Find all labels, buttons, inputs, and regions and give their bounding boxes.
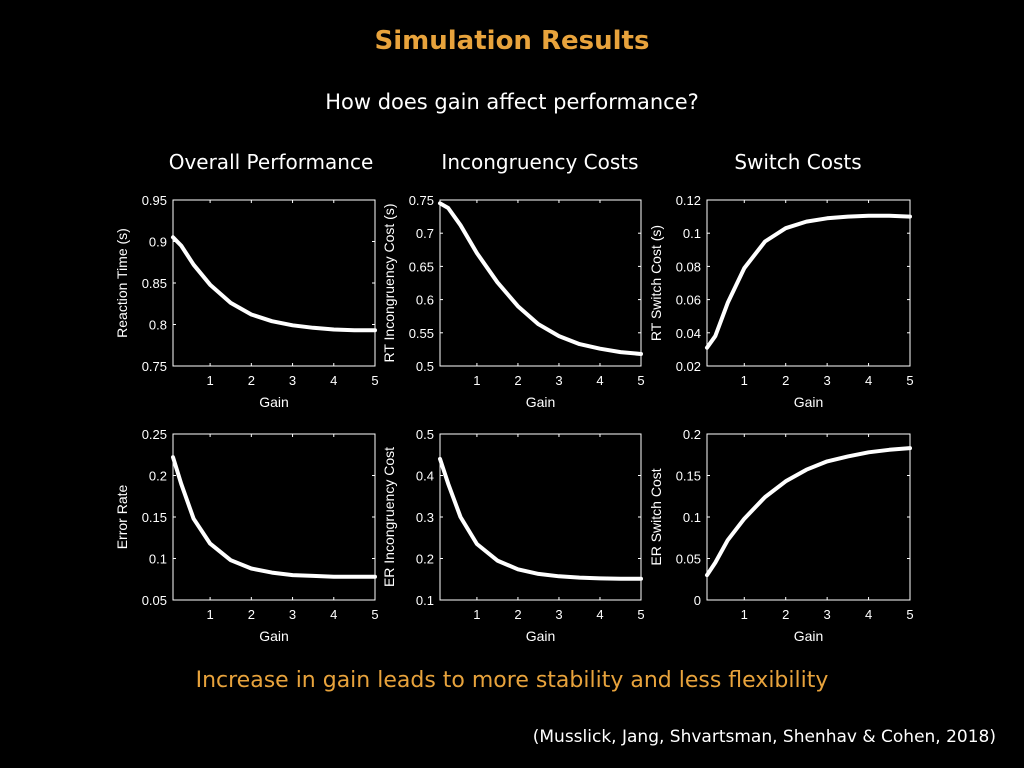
x-tick-label: 3 xyxy=(824,373,831,388)
x-tick-label: 3 xyxy=(555,607,562,622)
series-line xyxy=(705,446,912,578)
x-tick-label: 5 xyxy=(906,607,913,622)
series-line xyxy=(171,455,377,579)
y-tick-label: 0.1 xyxy=(149,552,167,567)
plot-frame xyxy=(706,199,911,367)
series-line xyxy=(705,213,912,350)
y-tick-label: 0.4 xyxy=(416,469,434,484)
chart-1: 1 2 3 4 5 0.75 0.8 0.85 0.9 0.95 Gain Reaction Time… xyxy=(114,193,379,410)
slide-title: Simulation Results xyxy=(374,26,650,56)
x-tick-label: 2 xyxy=(248,373,255,388)
x-axis-label: Gain xyxy=(794,628,824,644)
citation-text: (Musslick, Jang, Shvartsman, Shenhav & C… xyxy=(532,727,996,747)
y-tick-label: 0.08 xyxy=(676,259,701,274)
chart-4: 1 2 3 4 5 0.05 0.1 0.15 0.2 0.25 Gain Error Rate xyxy=(114,427,379,644)
y-tick-label: 0.6 xyxy=(416,293,434,308)
chart-5: 1 2 3 4 5 0.1 0.2 0.3 0.4 0.5 Gain ER Incongruency … xyxy=(381,427,645,644)
x-tick-label: 5 xyxy=(371,607,378,622)
y-tick-label: 0.15 xyxy=(676,469,701,484)
y-tick-label: 0.3 xyxy=(416,510,434,525)
series-line xyxy=(171,235,377,333)
x-tick-label: 5 xyxy=(637,373,644,388)
column-heading-switch-costs: Switch Costs xyxy=(734,150,862,174)
x-tick-label: 3 xyxy=(555,373,562,388)
y-tick-label: 0.1 xyxy=(683,510,701,525)
series-line xyxy=(438,201,643,356)
y-tick-label: 0.2 xyxy=(416,552,434,567)
column-heading-incongruency-costs: Incongruency Costs xyxy=(441,150,639,174)
series-line xyxy=(438,456,643,581)
x-tick-label: 1 xyxy=(473,607,480,622)
x-tick-label: 3 xyxy=(289,607,296,622)
y-tick-label: 0.1 xyxy=(683,226,701,241)
y-tick-label: 0.5 xyxy=(416,427,434,442)
x-tick-label: 1 xyxy=(206,373,213,388)
y-tick-label: 0.8 xyxy=(149,318,167,333)
y-tick-label: 0.25 xyxy=(142,427,167,442)
plot-frame xyxy=(439,199,642,367)
plot-frame xyxy=(706,433,911,601)
y-tick-label: 0.75 xyxy=(409,193,434,208)
y-tick-label: 0.75 xyxy=(142,359,167,374)
slide-subtitle: How does gain affect performance? xyxy=(325,90,699,114)
y-tick-label: 0.12 xyxy=(676,193,701,208)
x-tick-label: 1 xyxy=(206,607,213,622)
y-tick-label: 0.1 xyxy=(416,593,434,608)
x-tick-label: 4 xyxy=(330,607,337,622)
y-axis-label: ER Incongruency Cost xyxy=(381,447,397,587)
x-tick-label: 1 xyxy=(741,607,748,622)
conclusion-text: Increase in gain leads to more stability… xyxy=(195,668,829,693)
y-tick-label: 0.02 xyxy=(676,359,701,374)
chart-3: 1 2 3 4 5 0.02 0.04 0.06 0.08 0.1 0.12 Gain RT Switc… xyxy=(648,193,914,410)
y-tick-label: 0.65 xyxy=(409,259,434,274)
y-tick-label: 0.9 xyxy=(149,235,167,250)
y-tick-label: 0.85 xyxy=(142,276,167,291)
y-tick-label: 0.55 xyxy=(409,326,434,341)
y-tick-label: 0.04 xyxy=(676,326,701,341)
x-tick-label: 4 xyxy=(596,373,603,388)
x-tick-label: 3 xyxy=(289,373,296,388)
y-tick-label: 0.05 xyxy=(676,552,701,567)
x-axis-label: Gain xyxy=(526,628,556,644)
y-tick-label: 0.2 xyxy=(149,469,167,484)
x-tick-label: 5 xyxy=(906,373,913,388)
y-axis-label: Error Rate xyxy=(114,485,130,550)
y-axis-label: RT Switch Cost (s) xyxy=(648,225,664,341)
chart-2: 1 2 3 4 5 0.5 0.55 0.6 0.65 0.7 0.75 Gain RT Incongr… xyxy=(381,193,645,410)
x-tick-label: 3 xyxy=(824,607,831,622)
x-tick-label: 2 xyxy=(514,607,521,622)
x-tick-label: 4 xyxy=(865,607,872,622)
chart-6: 1 2 3 4 5 0 0.05 0.1 0.15 0.2 Gain ER Switch Cost xyxy=(648,427,914,644)
y-tick-label: 0.06 xyxy=(676,293,701,308)
y-axis-label: ER Switch Cost xyxy=(648,468,664,565)
x-tick-label: 4 xyxy=(865,373,872,388)
x-axis-label: Gain xyxy=(259,628,289,644)
y-tick-label: 0.2 xyxy=(683,427,701,442)
y-axis-label: Reaction Time (s) xyxy=(114,228,130,338)
y-tick-label: 0.95 xyxy=(142,193,167,208)
x-axis-label: Gain xyxy=(259,394,289,410)
x-tick-label: 2 xyxy=(514,373,521,388)
y-tick-label: 0.15 xyxy=(142,510,167,525)
x-tick-label: 5 xyxy=(637,607,644,622)
x-tick-label: 1 xyxy=(741,373,748,388)
x-tick-label: 2 xyxy=(782,373,789,388)
x-axis-label: Gain xyxy=(794,394,824,410)
y-tick-label: 0.5 xyxy=(416,359,434,374)
column-heading-overall-performance: Overall Performance xyxy=(168,150,374,174)
x-tick-label: 2 xyxy=(248,607,255,622)
x-tick-label: 2 xyxy=(782,607,789,622)
y-tick-label: 0.05 xyxy=(142,593,167,608)
x-tick-label: 1 xyxy=(473,373,480,388)
plot-frame xyxy=(172,199,376,367)
y-tick-label: 0.7 xyxy=(416,226,434,241)
y-tick-label: 0 xyxy=(694,593,701,608)
x-tick-label: 4 xyxy=(330,373,337,388)
x-tick-label: 4 xyxy=(596,607,603,622)
x-axis-label: Gain xyxy=(526,394,556,410)
x-tick-label: 5 xyxy=(371,373,378,388)
y-axis-label: RT Incongruency Cost (s) xyxy=(381,204,397,363)
